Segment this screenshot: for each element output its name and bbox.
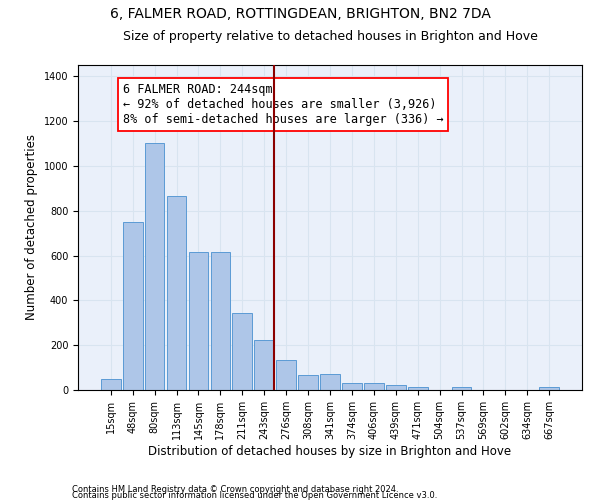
Text: 6 FALMER ROAD: 244sqm
← 92% of detached houses are smaller (3,926)
8% of semi-de: 6 FALMER ROAD: 244sqm ← 92% of detached … — [123, 83, 443, 126]
Title: Size of property relative to detached houses in Brighton and Hove: Size of property relative to detached ho… — [122, 30, 538, 43]
Bar — [539, 388, 559, 390]
Bar — [320, 374, 340, 390]
Bar — [145, 144, 164, 390]
Bar — [232, 312, 252, 390]
Bar — [101, 379, 121, 390]
Bar — [298, 376, 318, 390]
Bar — [276, 360, 296, 390]
Bar — [408, 386, 428, 390]
Bar — [364, 384, 384, 390]
Bar — [188, 252, 208, 390]
Bar — [167, 196, 187, 390]
Bar — [342, 384, 362, 390]
X-axis label: Distribution of detached houses by size in Brighton and Hove: Distribution of detached houses by size … — [148, 444, 512, 458]
Bar — [452, 388, 472, 390]
Bar — [254, 340, 274, 390]
Bar — [211, 252, 230, 390]
Y-axis label: Number of detached properties: Number of detached properties — [25, 134, 38, 320]
Bar — [123, 222, 143, 390]
Bar — [386, 385, 406, 390]
Text: 6, FALMER ROAD, ROTTINGDEAN, BRIGHTON, BN2 7DA: 6, FALMER ROAD, ROTTINGDEAN, BRIGHTON, B… — [110, 8, 490, 22]
Text: Contains public sector information licensed under the Open Government Licence v3: Contains public sector information licen… — [72, 490, 437, 500]
Text: Contains HM Land Registry data © Crown copyright and database right 2024.: Contains HM Land Registry data © Crown c… — [72, 484, 398, 494]
